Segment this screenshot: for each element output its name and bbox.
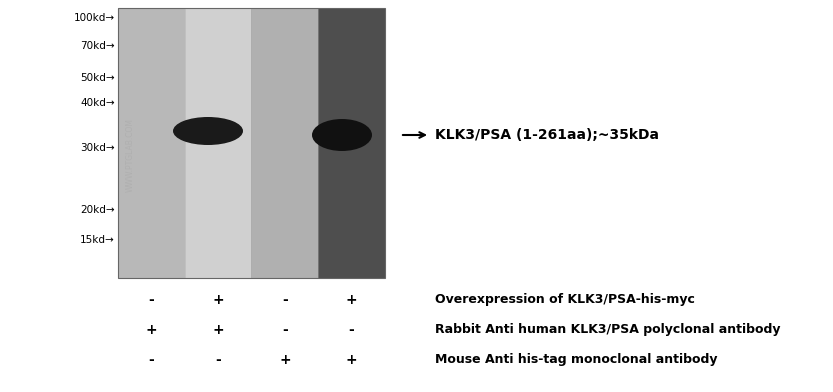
Text: +: + [346, 353, 357, 367]
Text: +: + [212, 323, 224, 337]
Text: +: + [346, 293, 357, 307]
Text: -: - [282, 293, 287, 307]
Text: +: + [212, 293, 224, 307]
Bar [318, 8, 385, 278]
Ellipse shape [173, 117, 243, 145]
Text: 40kd→: 40kd→ [80, 98, 115, 108]
Text: 100kd→: 100kd→ [74, 13, 115, 23]
Text: 70kd→: 70kd→ [80, 41, 115, 51]
Text: +: + [279, 353, 291, 367]
Bar [252, 8, 318, 278]
Text: Overexpression of KLK3/PSA-his-myc: Overexpression of KLK3/PSA-his-myc [435, 294, 695, 307]
Text: 15kd→: 15kd→ [80, 235, 115, 245]
Text: KLK3/PSA (1-261aa);~35kDa: KLK3/PSA (1-261aa);~35kDa [435, 128, 659, 142]
Bar [185, 8, 252, 278]
Text: 20kd→: 20kd→ [80, 205, 115, 215]
Text: Mouse Anti his-tag monoclonal antibody: Mouse Anti his-tag monoclonal antibody [435, 354, 717, 367]
Bar [318, 8, 385, 278]
Bar [118, 8, 185, 278]
Text: Rabbit Anti human KLK3/PSA polyclonal antibody: Rabbit Anti human KLK3/PSA polyclonal an… [435, 323, 781, 336]
Bar [118, 8, 385, 278]
Text: -: - [349, 323, 355, 337]
Text: +: + [146, 323, 157, 337]
Text: -: - [148, 353, 154, 367]
Ellipse shape [312, 119, 372, 151]
Text: -: - [215, 353, 221, 367]
Text: 30kd→: 30kd→ [80, 143, 115, 153]
Text: 50kd→: 50kd→ [80, 73, 115, 83]
Text: -: - [148, 293, 154, 307]
Text: -: - [282, 323, 287, 337]
Text: WWW.PTGLAB.COM: WWW.PTGLAB.COM [126, 118, 134, 192]
